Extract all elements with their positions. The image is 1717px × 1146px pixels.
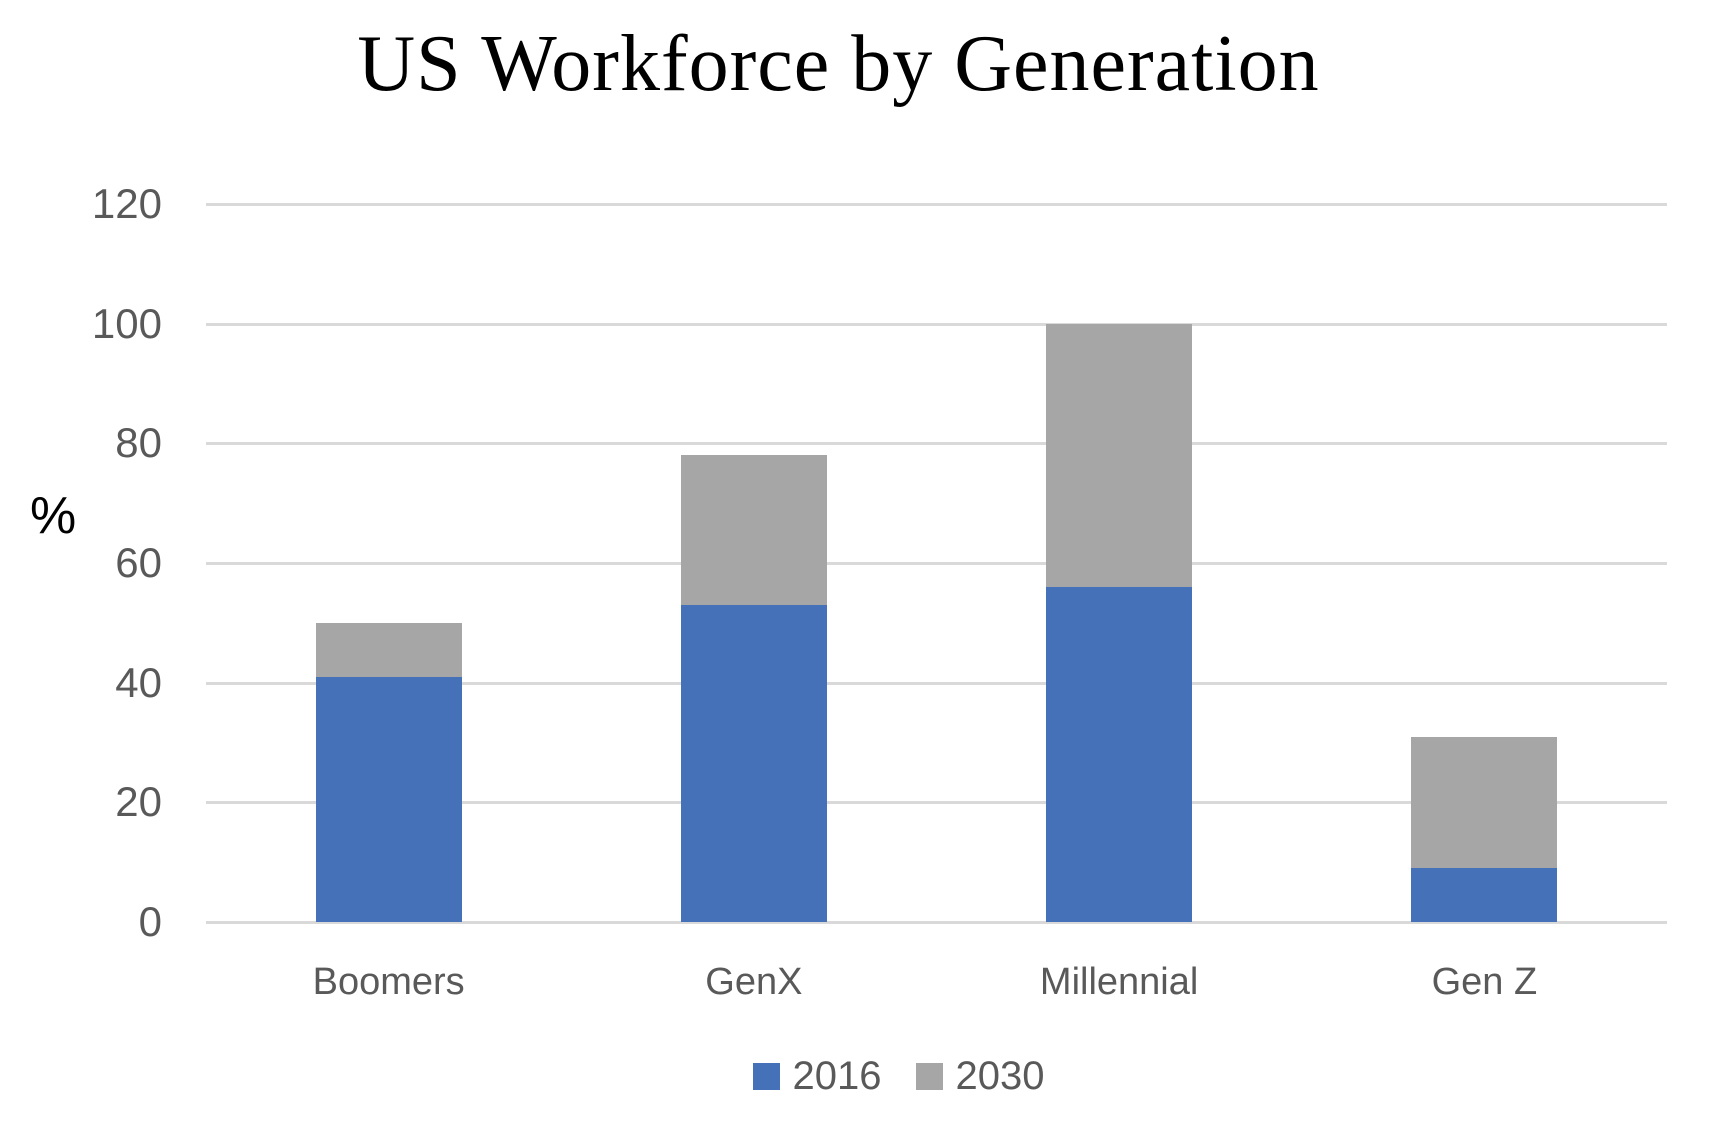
y-axis-label: % xyxy=(30,487,77,545)
x-category-label-boomers: Boomers xyxy=(312,961,465,1003)
legend-swatch-2016 xyxy=(752,1062,780,1090)
chart-title: US Workforce by Generation xyxy=(357,20,1320,108)
legend-swatch-2030 xyxy=(915,1062,943,1090)
legend-label-2016: 2016 xyxy=(792,1054,882,1098)
y-tick-label-20: 20 xyxy=(115,778,162,826)
bar-segment-2016-boomers xyxy=(315,676,462,922)
legend-label-2030: 2030 xyxy=(955,1054,1045,1098)
bar-segment-2016-gen-z xyxy=(1411,868,1558,922)
gridline-20 xyxy=(206,801,1667,805)
bar-segment-2030-millennial xyxy=(1046,323,1193,587)
x-category-label-millennial: Millennial xyxy=(1039,961,1199,1003)
bar-segment-2030-boomers xyxy=(315,622,462,677)
y-tick-label-120: 120 xyxy=(91,180,162,227)
legend-item-2030: 2030 xyxy=(915,1054,1045,1098)
gridline-0 xyxy=(206,921,1667,924)
bar-segment-2030-gen-z xyxy=(1411,736,1558,869)
x-category-label-genx: GenX xyxy=(705,961,803,1003)
y-tick-label-0: 0 xyxy=(138,898,162,945)
x-category-label-gen-z: Gen Z xyxy=(1431,961,1538,1003)
gridline-80 xyxy=(206,442,1667,446)
legend: 2016 2030 xyxy=(80,1056,1717,1096)
gridline-100 xyxy=(206,322,1667,326)
bar-segment-2030-genx xyxy=(680,455,827,605)
legend-item-2016: 2016 xyxy=(752,1054,882,1098)
y-tick-label-80: 80 xyxy=(115,419,162,467)
gridline-40 xyxy=(206,681,1667,685)
bar-segment-2016-millennial xyxy=(1046,586,1193,922)
gridline-60 xyxy=(206,562,1667,565)
y-tick-label-100: 100 xyxy=(91,299,162,347)
bar-segment-2016-genx xyxy=(680,604,827,922)
y-tick-label-40: 40 xyxy=(115,658,162,706)
y-tick-label-60: 60 xyxy=(115,539,162,586)
gridline-120 xyxy=(206,203,1667,206)
